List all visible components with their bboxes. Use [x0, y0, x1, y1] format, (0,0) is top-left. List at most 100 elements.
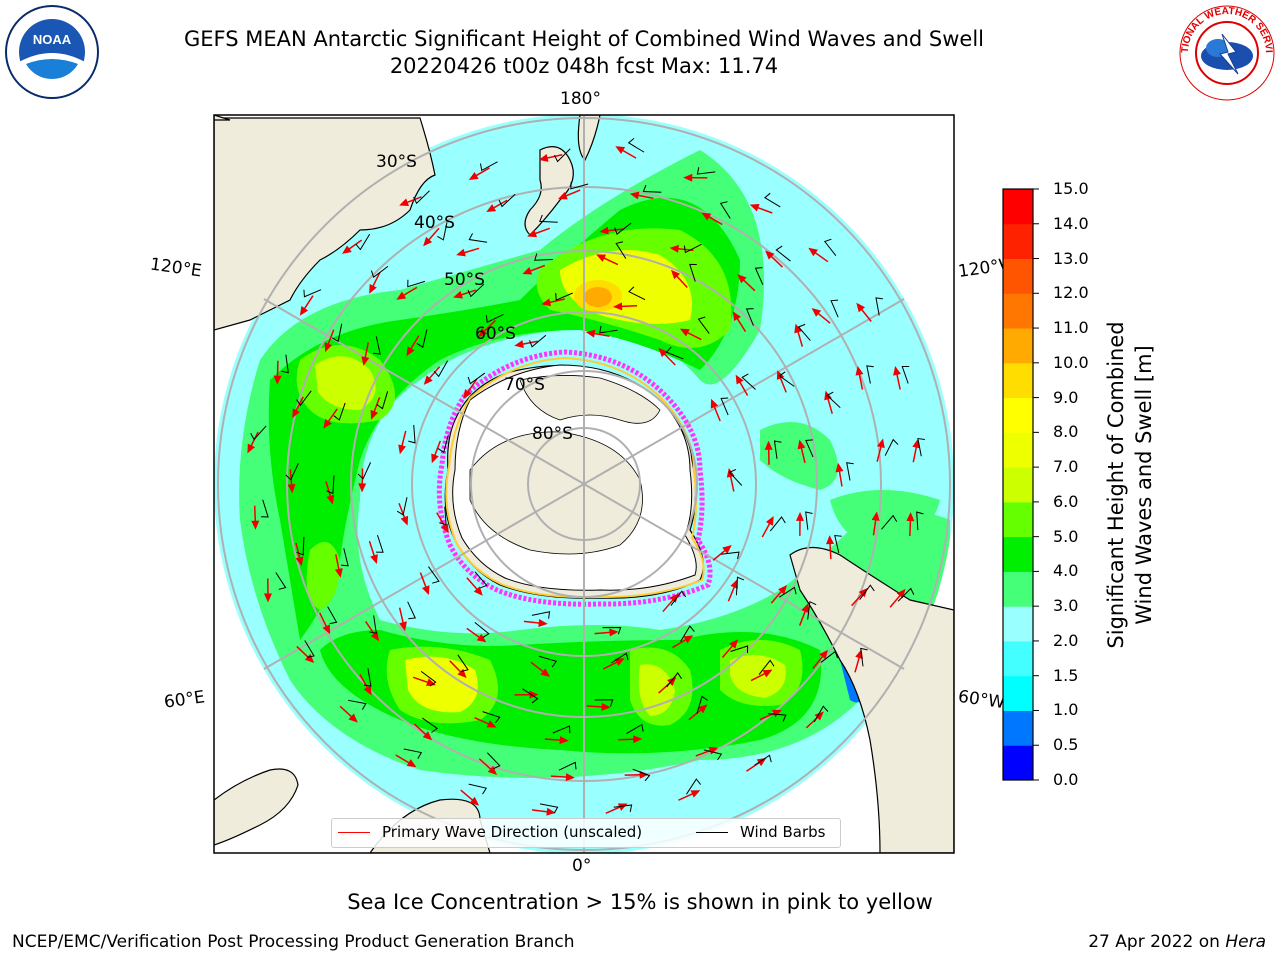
wave-arrow-head [406, 346, 415, 357]
wind-barb [764, 192, 781, 208]
wind-barb [628, 286, 646, 301]
wave-arrow-head [633, 735, 643, 744]
wave-arrow-head [601, 702, 611, 711]
wind-barb [632, 768, 651, 782]
wind-barb [754, 267, 764, 285]
wave-arrow-head [361, 356, 370, 366]
wave-arrow-head [772, 709, 782, 718]
wind-barb [805, 439, 814, 458]
wind-barb [820, 650, 838, 663]
wind-barb [529, 334, 547, 348]
wave-arrow-head [370, 631, 380, 642]
wind-barb [539, 214, 558, 223]
wave-arrow-head [324, 342, 333, 353]
wave-arrow-head [794, 323, 802, 334]
wind-barb [396, 497, 408, 516]
wave-arrow-head [629, 191, 640, 200]
wind-barb [720, 397, 729, 416]
wind-barb [779, 586, 797, 598]
wind-barb [407, 601, 417, 620]
colorbar-segment [1003, 432, 1033, 468]
colorbar-title-line1: Significant Height of Combined [1104, 321, 1128, 649]
wind-barb [439, 506, 447, 526]
wind-barb [730, 645, 749, 653]
wave-arrow-head [893, 366, 901, 376]
legend-wind-label: Wind Barbs [740, 823, 826, 841]
wind-barb [422, 717, 438, 733]
wind-barb [570, 181, 589, 190]
wave-arrow-head [295, 556, 304, 567]
wave-arrow-head [801, 603, 809, 613]
wind-barb [498, 193, 516, 208]
colorbar-segment [1003, 223, 1033, 260]
wind-barb [775, 245, 791, 262]
wave-arrow-head [334, 568, 343, 578]
noaa-logo: NOAA [5, 5, 99, 99]
wind-barb [474, 571, 488, 589]
lat-label-30s: 30°S [376, 152, 417, 172]
wave-arrow-head [730, 579, 738, 589]
wave-arrow-head [440, 523, 449, 534]
footer-credit: NCEP/EMC/Verification Post Processing Pr… [12, 932, 575, 952]
map-subtitle: 20220426 t00z 048h fcst Max: 11.74 [389, 54, 779, 78]
wave-arrow-head [856, 302, 866, 313]
wind-barb [680, 625, 695, 642]
wind-barb [558, 761, 577, 771]
colorbar-segment [1003, 675, 1033, 711]
lat-label-70s: 70°S [504, 375, 545, 395]
wind-barb [758, 659, 775, 675]
wind-barb [327, 606, 338, 625]
wind-barb [468, 783, 488, 795]
colorbar-segment [1003, 362, 1033, 399]
wave-arrow-head [363, 685, 372, 696]
wind-barb [665, 346, 684, 360]
wind-barb [482, 711, 501, 724]
colorbar-tick-label: 12.0 [1053, 283, 1089, 303]
australia-landmass [214, 117, 436, 331]
wind-barb [531, 611, 551, 619]
wind-barb [735, 576, 745, 596]
wind-barb [296, 536, 305, 556]
wind-barb [686, 778, 702, 795]
wind-barb [599, 325, 618, 334]
wind-barb [741, 373, 756, 390]
wind-barb [901, 365, 910, 384]
colorbar-tick-label: 3.0 [1053, 596, 1079, 616]
wave-arrow-head [456, 248, 466, 257]
wind-barb [754, 754, 772, 766]
colorbar-tick-label: 7.0 [1053, 457, 1079, 477]
wind-barb [474, 622, 490, 638]
colorbar-segment [1003, 571, 1033, 607]
wind-barb [486, 752, 501, 770]
wave-arrow-head [514, 340, 524, 348]
wave-arrow-head [422, 731, 433, 741]
wind-barb [897, 587, 915, 602]
wave-arrow-head [476, 633, 487, 643]
legend-wave-label: Primary Wave Direction (unscaled) [382, 823, 643, 841]
colorbar-segment [1003, 258, 1033, 294]
wind-barb [437, 222, 448, 241]
sea-ice-edge-yellow [445, 356, 705, 599]
wind-barb [721, 551, 740, 560]
wind-barb [614, 222, 632, 235]
map-frame [213, 114, 955, 854]
wind-barb [373, 336, 381, 355]
wave-arrow-head [473, 586, 483, 596]
wave-arrow-head [710, 398, 719, 409]
wind-barb [769, 516, 786, 532]
footer-machine: Hera [1225, 932, 1266, 952]
wave-arrow-head [795, 511, 804, 521]
wave-arrow-head [613, 302, 623, 311]
wind-barb [745, 308, 754, 326]
wave-arrow-head [819, 649, 828, 660]
footer-date-text: 27 Apr 2022 on [1088, 932, 1226, 952]
sea-ice-caption: Sea Ice Concentration > 15% is shown in … [347, 890, 933, 914]
wave-arrow-head [565, 773, 575, 782]
wave-arrow-head [690, 790, 701, 798]
wave-arrow-head [247, 443, 255, 454]
wind-barb [285, 463, 299, 481]
wave-arrow-head [669, 244, 679, 253]
wind-barb [813, 705, 829, 723]
colorbar-tick-label: 6.0 [1053, 491, 1079, 511]
legend-item-wave: Primary Wave Direction (unscaled) [338, 823, 642, 841]
